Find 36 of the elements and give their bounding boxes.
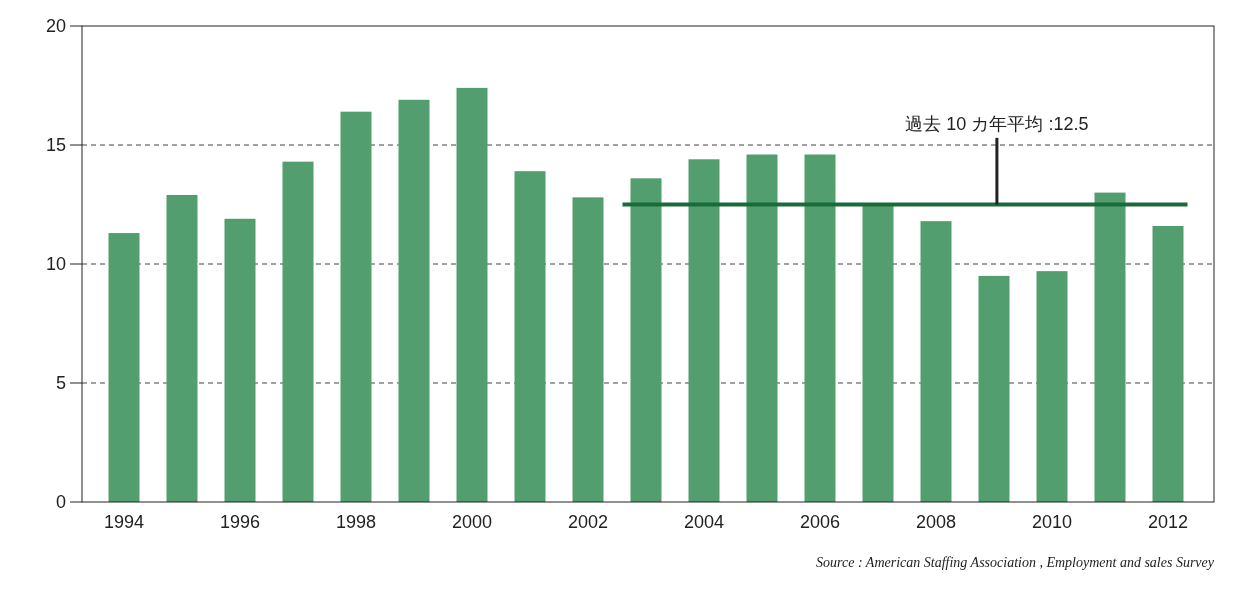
y-tick-label: 0 xyxy=(55,492,66,512)
bar xyxy=(108,233,140,502)
x-tick-label: 2002 xyxy=(567,512,609,532)
bar xyxy=(688,159,720,502)
bar xyxy=(456,87,488,502)
bar xyxy=(224,218,256,502)
x-tick-label: 2006 xyxy=(799,512,841,532)
x-tick-label: 2010 xyxy=(1031,512,1073,532)
bar xyxy=(340,111,372,502)
y-tick-label: 15 xyxy=(45,135,66,155)
bar xyxy=(746,154,778,502)
bar xyxy=(1094,192,1126,502)
bar xyxy=(862,204,894,502)
bar xyxy=(804,154,836,502)
bar xyxy=(514,171,546,502)
bar xyxy=(398,99,430,502)
bar xyxy=(1152,225,1184,502)
bar xyxy=(572,197,604,502)
bar xyxy=(166,194,198,502)
x-tick-label: 1994 xyxy=(103,512,145,532)
bar xyxy=(920,221,952,502)
bar xyxy=(282,161,314,502)
y-tick-label: 10 xyxy=(45,254,66,274)
ref-line-label: 過去 10 カ年平均 :12.5 xyxy=(905,113,1089,134)
y-tick-label: 20 xyxy=(45,16,66,36)
x-tick-label: 1998 xyxy=(335,512,377,532)
bar xyxy=(1036,271,1068,502)
source-note: Source : American Staffing Association , Employment and sales Survey xyxy=(816,555,1215,570)
x-tick-label: 1996 xyxy=(219,512,261,532)
bar xyxy=(978,275,1010,502)
x-tick-label: 2012 xyxy=(1147,512,1189,532)
x-tick-label: 2004 xyxy=(683,512,725,532)
x-tick-label: 2008 xyxy=(915,512,957,532)
y-tick-label: 5 xyxy=(55,373,66,393)
x-tick-label: 2000 xyxy=(451,512,493,532)
bar xyxy=(630,178,662,502)
